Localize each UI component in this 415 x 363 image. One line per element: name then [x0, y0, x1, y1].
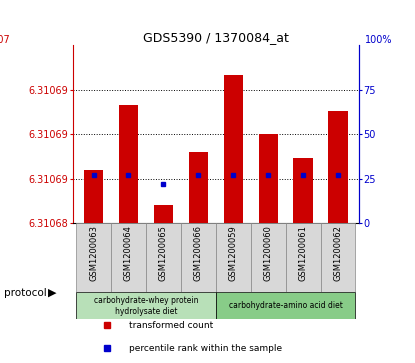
Bar: [84, 170, 103, 223]
Text: GSM1200065: GSM1200065: [159, 225, 168, 281]
Bar: [224, 75, 243, 223]
Bar: [119, 105, 138, 223]
Bar: [146, 223, 181, 292]
Bar: [293, 158, 313, 223]
Bar: [259, 134, 278, 223]
Bar: [320, 223, 356, 292]
Bar: [216, 292, 356, 319]
Bar: [111, 223, 146, 292]
Bar: [216, 223, 251, 292]
Text: transformed count: transformed count: [129, 321, 213, 330]
Text: percentile rank within the sample: percentile rank within the sample: [129, 344, 282, 353]
Text: GSM1200066: GSM1200066: [194, 225, 203, 281]
Text: 100%: 100%: [365, 35, 392, 45]
Text: GSM1200064: GSM1200064: [124, 225, 133, 281]
Bar: [286, 223, 320, 292]
Bar: [181, 223, 216, 292]
Bar: [154, 205, 173, 223]
Text: GSM1200062: GSM1200062: [334, 225, 342, 281]
Text: protocol: protocol: [4, 288, 47, 298]
Title: GDS5390 / 1370084_at: GDS5390 / 1370084_at: [143, 31, 289, 44]
Text: carbohydrate-whey protein
hydrolysate diet: carbohydrate-whey protein hydrolysate di…: [94, 296, 198, 315]
Text: GSM1200061: GSM1200061: [299, 225, 308, 281]
Text: carbohydrate-amino acid diet: carbohydrate-amino acid diet: [229, 301, 342, 310]
Text: GSM1200060: GSM1200060: [264, 225, 273, 281]
Bar: [76, 292, 216, 319]
Text: 6.3107: 6.3107: [0, 35, 10, 45]
Bar: [328, 111, 348, 223]
Text: ▶: ▶: [48, 288, 56, 298]
Bar: [76, 223, 111, 292]
Bar: [251, 223, 286, 292]
Text: GSM1200063: GSM1200063: [89, 225, 98, 281]
Bar: [189, 152, 208, 223]
Text: GSM1200059: GSM1200059: [229, 225, 238, 281]
